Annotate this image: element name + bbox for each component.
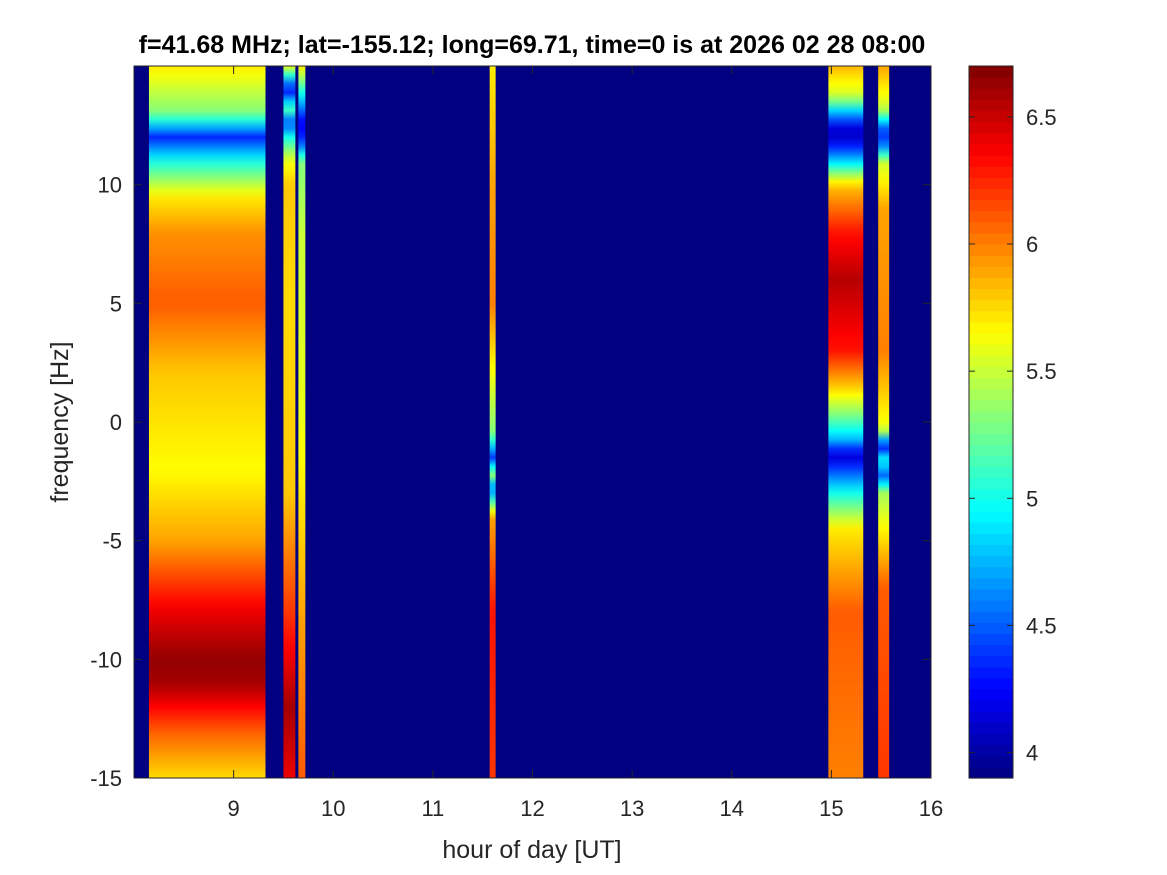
axes: 9 10 11 12 13 14 15 16 -15 -10 -5 0 5 10: [90, 65, 943, 821]
colorbar-segment: [969, 244, 1013, 256]
y-tick-label: -5: [102, 529, 122, 554]
colorbar-segment: [969, 77, 1013, 89]
colorbar-segment: [969, 399, 1013, 412]
heatmap-background: [134, 66, 931, 778]
colorbar-segment: [969, 689, 1013, 701]
colorbar-segment: [969, 555, 1013, 568]
colorbar-tick-label: 5: [1026, 486, 1038, 511]
x-tick-label: 9: [228, 796, 240, 821]
colorbar-segment: [969, 733, 1013, 746]
heatmap-plot-area: [134, 66, 931, 778]
colorbar-segment: [969, 488, 1013, 501]
colorbar-segment: [969, 232, 1013, 245]
x-tick-label: 10: [321, 796, 345, 821]
x-tick-label: 13: [620, 796, 644, 821]
colorbar-segment: [969, 711, 1013, 723]
colorbar-segment: [969, 499, 1013, 512]
colorbar-segment: [969, 177, 1013, 189]
y-tick-label: 0: [110, 410, 122, 435]
colorbar-segment: [969, 166, 1013, 178]
colorbar-tick-label: 4: [1026, 741, 1038, 766]
colorbar-tick-label: 5.5: [1026, 359, 1057, 384]
colorbar-segment: [969, 700, 1013, 712]
y-tick-label: 5: [110, 291, 122, 316]
colorbar-segment: [969, 522, 1013, 534]
colorbar-segment: [969, 155, 1013, 167]
heatmap-band-4: [489, 66, 496, 778]
colorbar-segment: [969, 755, 1013, 768]
colorbar-segment: [969, 666, 1013, 679]
colorbar-segment: [969, 677, 1013, 690]
colorbar-segment: [969, 199, 1013, 212]
colorbar-segment: [969, 444, 1013, 456]
colorbar-segment: [969, 132, 1013, 145]
x-tick-label: 15: [819, 796, 843, 821]
colorbar-segment: [969, 221, 1013, 234]
colorbar-segment: [969, 110, 1013, 123]
colorbar-frame: [968, 65, 1014, 779]
colorbar-segment: [969, 366, 1013, 379]
colorbar-segment: [969, 310, 1013, 323]
colorbar-segment: [969, 344, 1013, 356]
colorbar-segment: [969, 422, 1013, 434]
colorbar-segment: [969, 255, 1013, 267]
colorbar-segment: [969, 66, 1013, 78]
colorbar-segment: [969, 477, 1013, 490]
colorbar-segment: [969, 622, 1013, 634]
chart-title: f=41.68 MHz; lat=-155.12; long=69.71, ti…: [139, 31, 926, 59]
colorbar-segment: [969, 299, 1013, 312]
y-axis-label: frequency [Hz]: [46, 341, 74, 502]
x-tick-label: 12: [520, 796, 544, 821]
colorbar-segment: [969, 377, 1013, 390]
colorbar-segment: [969, 511, 1013, 523]
colorbar-segment: [969, 766, 1013, 779]
colorbar-segment: [969, 633, 1013, 646]
colorbar-segment: [969, 388, 1013, 401]
colorbar-segment: [969, 611, 1013, 623]
x-tick-label: 14: [720, 796, 744, 821]
colorbar-segment: [969, 99, 1013, 112]
colorbar-segment: [969, 321, 1013, 334]
colorbar-tick-label: 6.5: [1026, 105, 1057, 130]
colorbar-segment: [969, 210, 1013, 223]
y-tick-label: 10: [98, 173, 122, 198]
y-tick-label: -10: [90, 647, 122, 672]
colorbar-segment: [969, 577, 1013, 590]
colorbar-segment: [969, 188, 1013, 201]
colorbar-segment: [969, 433, 1013, 445]
colorbar-segment: [969, 722, 1013, 735]
x-tick-label: 11: [421, 796, 444, 821]
colorbar-segment: [969, 455, 1013, 468]
colorbar-segment: [969, 121, 1013, 134]
heatmap-band-3: [298, 66, 306, 778]
colorbar: 4 4.5 5 5.5 6 6.5: [968, 65, 1057, 779]
colorbar-segment: [969, 588, 1013, 601]
colorbar-segment: [969, 410, 1013, 423]
y-tick-label: -15: [90, 766, 122, 791]
colorbar-segment: [969, 333, 1013, 345]
colorbar-segment: [969, 466, 1013, 479]
colorbar-segment: [969, 744, 1013, 757]
colorbar-segment: [969, 288, 1013, 301]
heatmap-band-2: [283, 66, 296, 778]
colorbar-segment: [969, 143, 1013, 156]
colorbar-segment: [969, 600, 1013, 612]
colorbar-segment: [969, 533, 1013, 545]
colorbar-segment: [969, 566, 1013, 579]
colorbar-tick-label: 6: [1026, 232, 1038, 257]
colorbar-segment: [969, 655, 1013, 668]
colorbar-segment: [969, 277, 1013, 290]
colorbar-segment: [969, 644, 1013, 657]
colorbar-segment: [969, 266, 1013, 278]
colorbar-segment: [969, 544, 1013, 557]
x-tick-label: 16: [919, 796, 943, 821]
x-axis-label: hour of day [UT]: [442, 836, 621, 864]
heatmap-band-5: [828, 66, 864, 778]
colorbar-tick-label: 4.5: [1026, 613, 1057, 638]
heatmap-band-1: [148, 66, 266, 778]
heatmap-band-6: [878, 66, 890, 778]
colorbar-segment: [969, 88, 1013, 100]
colorbar-segment: [969, 355, 1013, 367]
